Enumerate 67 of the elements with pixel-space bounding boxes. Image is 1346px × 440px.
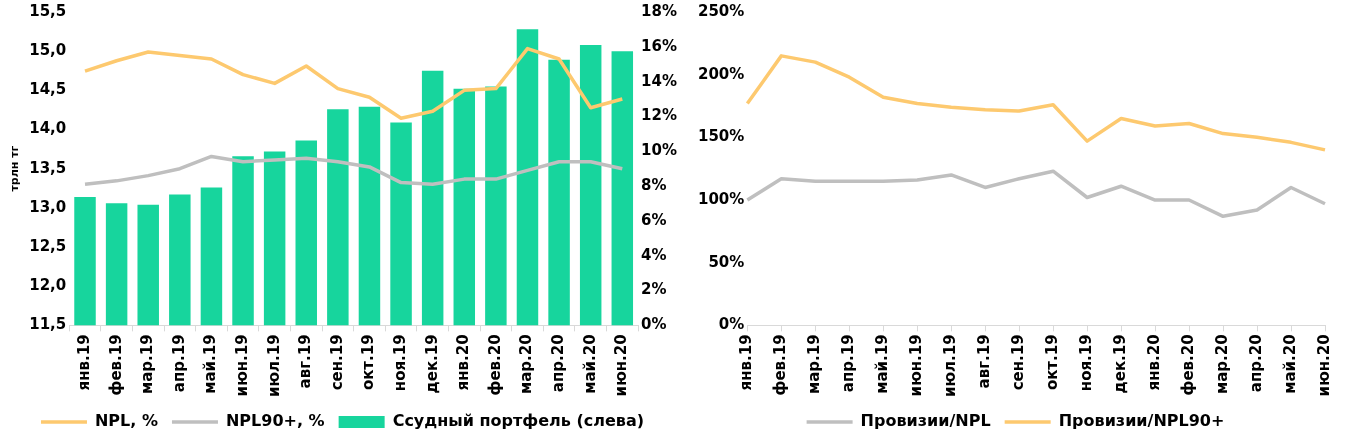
x-tick-label: дек.19	[422, 334, 441, 394]
x-tick-label: июн.19	[907, 334, 926, 397]
x-tick-label: июн.19	[232, 334, 251, 397]
x-tick-label: июн.20	[1314, 334, 1333, 397]
x-tick-label: июл.19	[264, 334, 283, 397]
x-tick-label: апр.20	[548, 334, 567, 393]
y2-tick-label: 0%	[641, 315, 667, 334]
x-tick-label: авг.19	[296, 334, 315, 389]
x-tick-label: май.19	[201, 334, 220, 394]
y-tick-label: 11,5	[29, 315, 67, 334]
x-tick-label: ноя.19	[390, 334, 409, 392]
x-tick-label: окт.19	[359, 334, 378, 391]
y-tick-label: 14,0	[29, 119, 67, 138]
x-tick-label: окт.19	[1043, 334, 1062, 391]
x-tick-label: фев.19	[106, 334, 125, 396]
x-tick-label: май.20	[1280, 334, 1299, 394]
y-tick-label: 50%	[708, 252, 745, 271]
x-tick-label: янв.20	[1144, 334, 1163, 391]
x-tick-label: дек.19	[1111, 334, 1130, 394]
y-tick-label: 12,0	[29, 276, 67, 295]
y2-tick-label: 16%	[641, 36, 677, 55]
y-tick-label: 250%	[698, 1, 745, 20]
y2-tick-label: 8%	[641, 175, 667, 194]
y-tick-label: 15,0	[29, 41, 67, 60]
x-tick-label: мар.20	[1212, 334, 1231, 395]
x-tick-label: сен.19	[327, 334, 346, 391]
x-tick-label: ноя.19	[1077, 334, 1096, 392]
legend-label: NPL90+, %	[225, 411, 325, 431]
y-axis-title: трлн тг	[8, 145, 22, 192]
y-tick-label: 14,5	[29, 80, 67, 99]
x-tick-label: июл.19	[941, 334, 960, 397]
x-tick-label: май.19	[873, 334, 892, 394]
x-tick-label: авг.19	[975, 334, 994, 389]
y-tick-label: 12,5	[29, 236, 67, 255]
x-tick-label: янв.20	[454, 334, 473, 391]
x-tick-label: фев.20	[485, 334, 504, 396]
legend-label: Провизии/NPL	[860, 411, 991, 431]
y2-tick-label: 2%	[641, 280, 667, 299]
y2-tick-label: 6%	[641, 210, 667, 229]
x-tick-label: фев.20	[1178, 334, 1197, 396]
x-tick-label: июн.20	[612, 334, 631, 397]
y2-tick-label: 10%	[641, 141, 677, 160]
x-tick-label: мар.19	[805, 334, 824, 395]
y-tick-label: 0%	[718, 315, 745, 334]
x-tick-label: янв.19	[74, 334, 93, 391]
y2-tick-label: 18%	[641, 1, 677, 20]
x-tick-label: апр.19	[169, 334, 188, 393]
y2-tick-label: 4%	[641, 245, 667, 264]
y2-tick-label: 14%	[641, 71, 677, 90]
legend-label: Ссудный портфель (слева)	[392, 411, 645, 431]
x-tick-label: мар.20	[517, 334, 536, 395]
x-tick-label: янв.19	[737, 334, 756, 391]
y-tick-label: 200%	[698, 64, 745, 83]
y-tick-label: 13,5	[29, 158, 67, 177]
y-tick-label: 15,5	[29, 1, 67, 20]
y-tick-label: 100%	[698, 189, 745, 208]
legend-label: NPL, %	[94, 411, 158, 431]
x-tick-label: май.20	[580, 334, 599, 394]
x-tick-label: сен.19	[1009, 334, 1028, 391]
y-tick-label: 13,0	[29, 197, 67, 216]
legend-label: Провизии/NPL90+	[1058, 411, 1225, 431]
x-tick-label: фев.19	[771, 334, 790, 396]
x-tick-label: апр.19	[839, 334, 858, 393]
y2-tick-label: 12%	[641, 106, 677, 125]
y-tick-label: 150%	[698, 127, 745, 146]
x-tick-label: мар.19	[138, 334, 157, 395]
x-tick-label: апр.20	[1246, 334, 1265, 393]
